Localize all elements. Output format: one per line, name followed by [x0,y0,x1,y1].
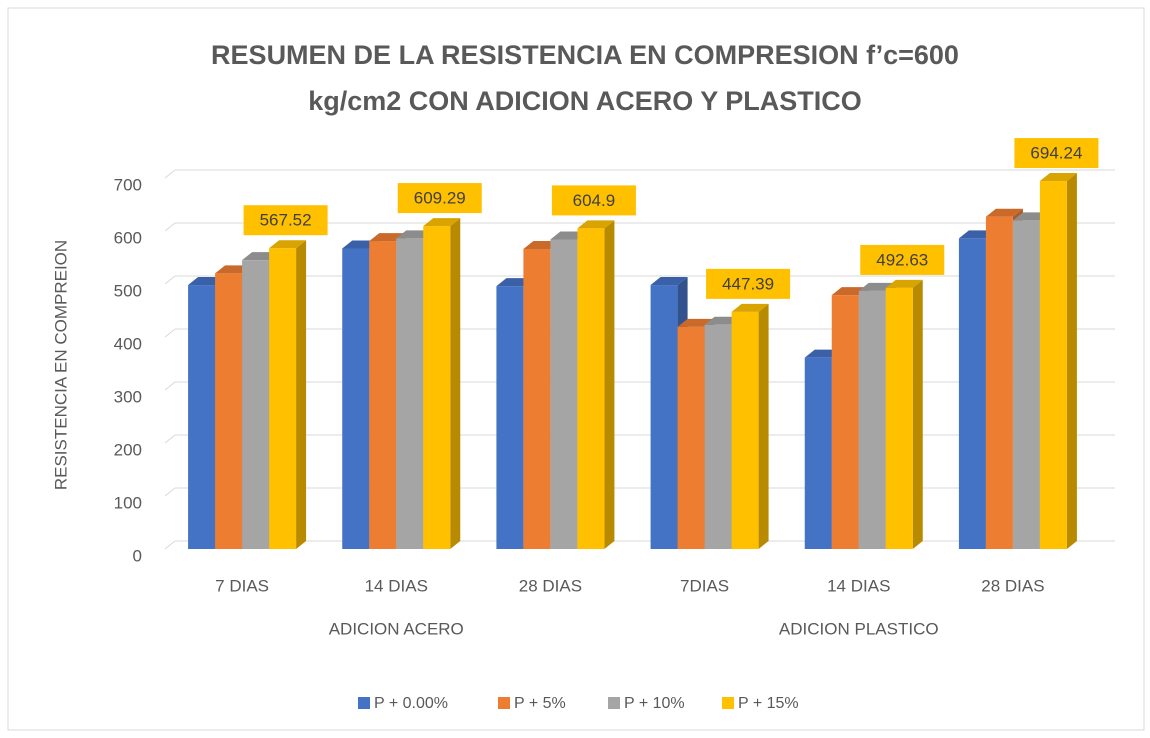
bar [342,248,370,550]
bar [731,311,759,549]
chart-title: RESUMEN DE LA RESISTENCIA EN COMPRESION … [211,40,959,70]
bar-side [758,303,769,549]
data-label: 694.24 [1030,144,1082,163]
bar [677,326,705,549]
bar-side [604,220,615,549]
y-tick-label: 500 [114,281,142,300]
chart-title: kg/cm2 CON ADICION ACERO Y PLASTICO [308,86,862,116]
bar-side [296,240,307,549]
bar [242,260,270,549]
legend-swatch [498,697,510,709]
bar [188,285,216,549]
bar-top [985,208,1023,217]
data-label-box [397,183,482,214]
bar [858,290,886,549]
data-label: 447.39 [722,274,774,293]
grid-line-depth [164,381,176,391]
legend-label: P + 10% [624,695,685,712]
bar-top [423,218,461,227]
x-tick-label: 7 DIAS [215,576,269,595]
bar-side [1066,173,1077,549]
group-label: ADICION PLASTICO [779,619,939,638]
bar [804,357,832,549]
group-label: ADICION ACERO [329,619,464,638]
bar-top [731,303,769,312]
y-tick-label: 600 [114,228,142,247]
bar-top [1039,173,1077,182]
legend-label: P + 0.00% [374,695,448,712]
bar-top [577,220,615,229]
x-tick-label: 7DIAS [680,576,729,595]
bar [650,285,678,549]
legend-swatch [358,697,370,709]
bar [1039,181,1067,549]
data-label-box [1014,138,1099,169]
data-label-box [243,205,328,236]
bar [496,286,524,549]
legend-label: P + 5% [514,695,566,712]
bar [396,238,424,550]
data-label: 604.9 [573,191,616,210]
data-label-box [551,185,636,216]
grid-line-depth [164,540,176,550]
data-label: 567.52 [260,211,312,230]
bar [704,324,732,549]
bar [958,238,986,550]
bar [550,239,578,550]
grid-line-depth [164,169,176,179]
grid-line-depth [164,275,176,285]
legend-label: P + 15% [738,695,799,712]
x-tick-label: 14 DIAS [365,576,428,595]
bar [523,249,551,549]
grid-line-depth [164,222,176,232]
bar [423,226,451,549]
grid-line-depth [164,328,176,338]
y-tick-label: 400 [114,334,142,353]
y-tick-label: 100 [114,493,142,512]
data-label-box [860,244,945,275]
bar [985,216,1013,549]
bar [1012,220,1040,549]
y-tick-label: 200 [114,440,142,459]
bar [269,248,297,549]
x-tick-label: 28 DIAS [981,576,1044,595]
y-tick-label: 0 [133,546,142,565]
x-tick-label: 14 DIAS [827,576,890,595]
legend-swatch [722,697,734,709]
bar [369,241,397,549]
bar-top [269,240,307,249]
data-label: 609.29 [414,189,466,208]
y-axis-title: RESISTENCIA EN COMPREION [51,240,70,490]
bar-top [885,279,923,288]
bar [577,228,605,549]
grid-line-depth [164,434,176,444]
bar [831,295,859,549]
bar-side [450,218,461,549]
bar-top [650,277,688,286]
y-tick-label: 300 [114,387,142,406]
grid-line-depth [164,487,176,497]
bar [215,273,243,549]
bar [885,287,913,549]
x-tick-label: 28 DIAS [519,576,582,595]
bar-side [912,279,923,549]
data-label-box [706,268,791,299]
data-label: 492.63 [876,250,928,269]
legend-swatch [608,697,620,709]
y-tick-label: 700 [114,175,142,194]
